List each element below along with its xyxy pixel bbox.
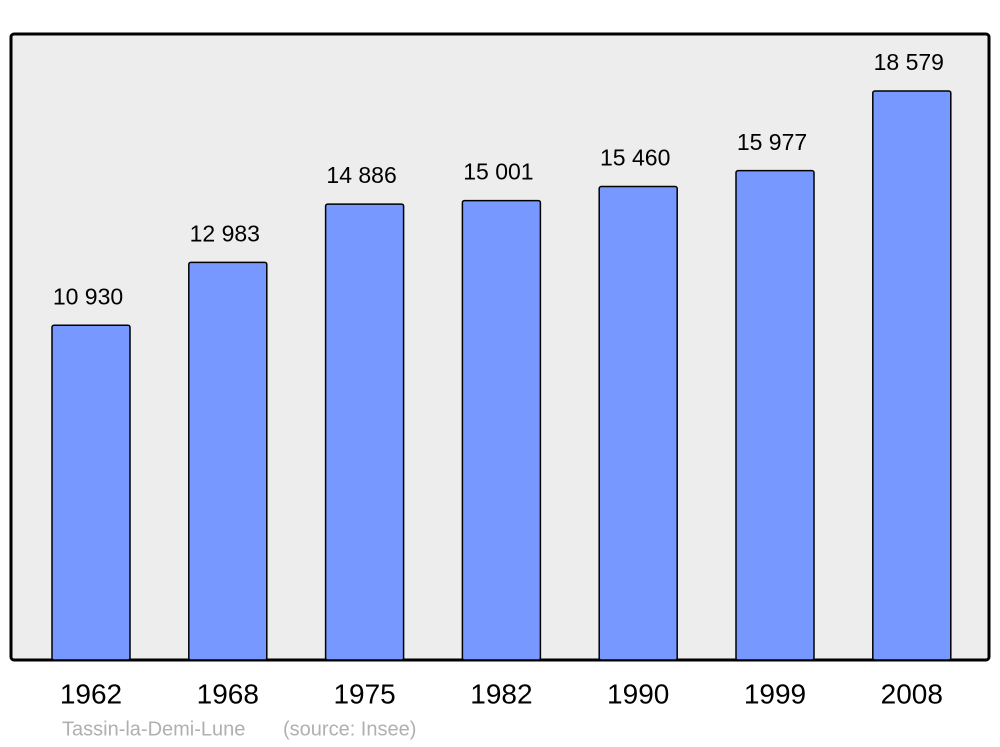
x-tick-label: 1990 [607, 678, 669, 709]
bar [324, 203, 405, 661]
value-label: 18 579 [874, 49, 944, 75]
bar [598, 185, 678, 661]
x-tick-label: 1968 [197, 678, 259, 709]
value-label: 15 460 [600, 145, 670, 171]
source-note: (source: Insee) [283, 718, 416, 740]
chart-title: Tassin-la-Demi-Lune [62, 718, 245, 740]
value-label: 15 977 [737, 129, 807, 155]
bar [461, 199, 542, 661]
value-label: 12 983 [190, 220, 260, 246]
x-tick-label: 1962 [60, 678, 122, 709]
value-label: 10 930 [53, 283, 123, 309]
x-tick-label: 1982 [470, 678, 532, 709]
value-label: 14 886 [326, 162, 396, 188]
x-tick-label: 1999 [744, 678, 806, 709]
bar [188, 261, 268, 661]
value-label: 15 001 [463, 159, 533, 185]
bar [735, 169, 815, 661]
bar [872, 90, 952, 661]
bar [51, 324, 131, 661]
x-tick-label: 1975 [333, 678, 395, 709]
x-tick-label: 2008 [881, 678, 943, 709]
